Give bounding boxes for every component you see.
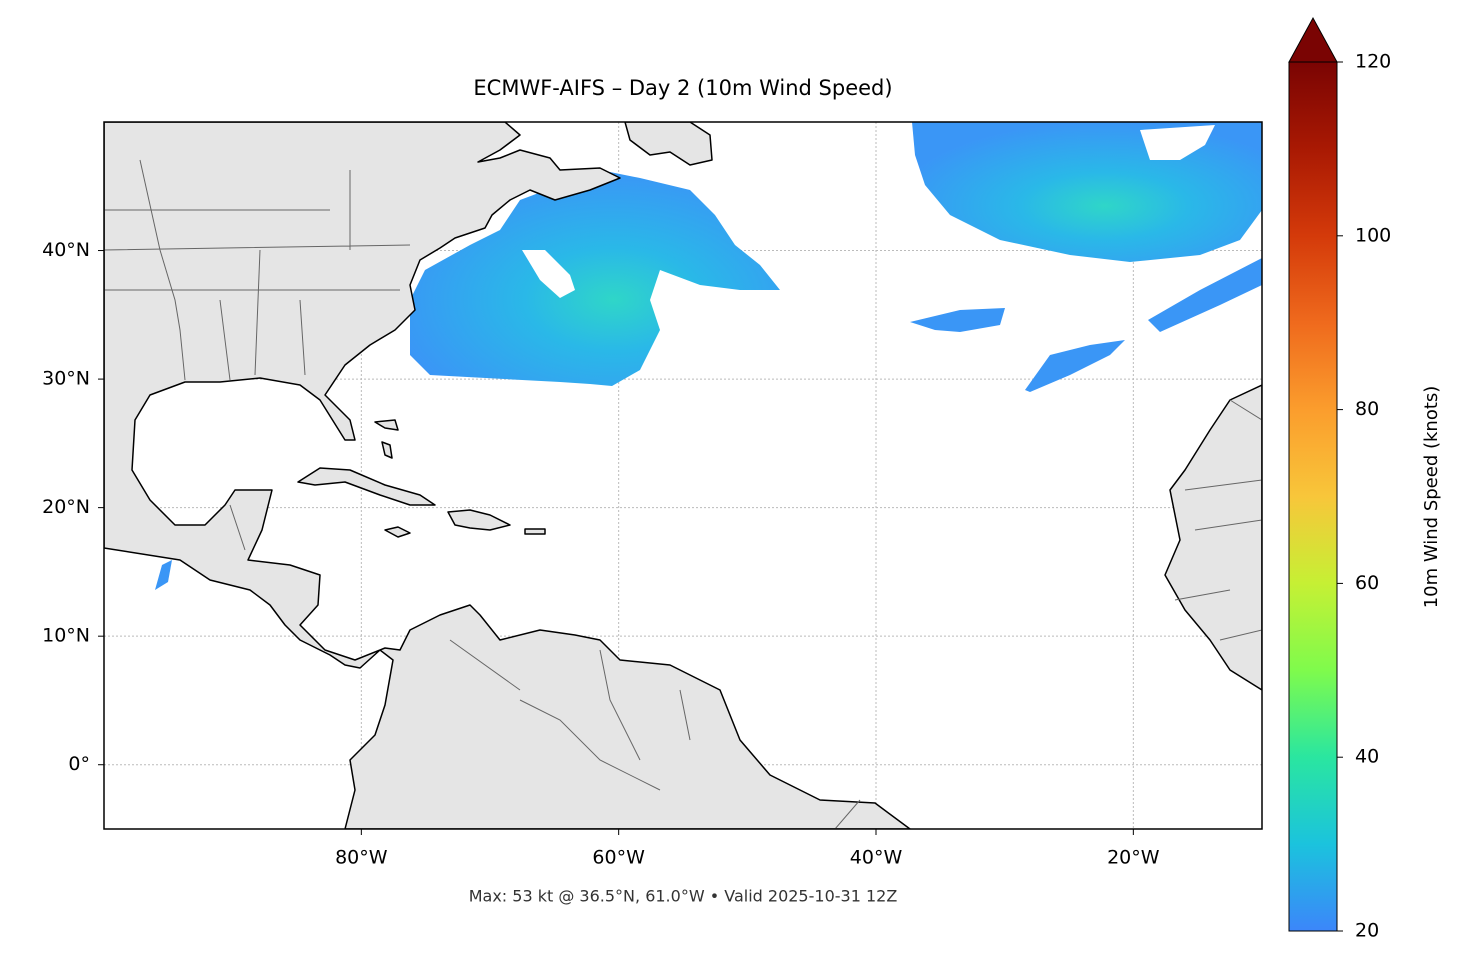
y-tick-label: 30°N: [42, 368, 90, 390]
footnote: Max: 53 kt @ 36.5°N, 61.0°W • Valid 2025…: [469, 887, 898, 906]
map-title: ECMWF-AIFS – Day 2 (10m Wind Speed): [473, 76, 892, 100]
land-africa: [1164, 384, 1262, 691]
y-tick-label: 20°N: [42, 496, 90, 518]
land-newfoundland: [624, 122, 713, 166]
colorbar-tick-label: 120: [1355, 51, 1391, 73]
land-hispaniola: [447, 509, 511, 531]
y-tick-label: 0°: [68, 753, 90, 775]
borders: [104, 159, 1262, 829]
y-tick-label: 10°N: [42, 625, 90, 647]
colorbar-tick-label: 20: [1355, 920, 1379, 942]
wind-area: [1148, 258, 1262, 332]
colorbar-tick-label: 80: [1355, 398, 1379, 420]
map-frame: [103, 121, 1263, 830]
wind-area: [910, 308, 1005, 332]
calm-area: [1140, 125, 1215, 160]
calm-area: [522, 250, 575, 298]
x-tick-label: 40°W: [850, 847, 903, 869]
colorbar-extension: [1288, 16, 1338, 63]
wind-area: [912, 122, 1262, 262]
y-tick-label: 40°N: [42, 239, 90, 261]
land-cuba: [297, 467, 436, 506]
wind-area: [1025, 340, 1125, 392]
x-tick-label: 60°W: [592, 847, 645, 869]
colorbar-tick-label: 100: [1355, 224, 1391, 246]
map-layers: [104, 122, 1262, 829]
x-tick-label: 80°W: [335, 847, 388, 869]
land-americas: [104, 122, 911, 829]
wind-area: [410, 170, 780, 386]
colorbar: [1288, 61, 1338, 932]
x-tick-label: 20°W: [1107, 847, 1160, 869]
colorbar-tick-label: 40: [1355, 746, 1379, 768]
land-puerto-rico: [524, 528, 546, 535]
land-bahamas: [374, 419, 399, 459]
colorbar-tick-label: 60: [1355, 572, 1379, 594]
colorbar-label: 10m Wind Speed (knots): [1421, 386, 1442, 609]
land-jamaica: [384, 526, 411, 538]
wind-area: [155, 560, 172, 590]
